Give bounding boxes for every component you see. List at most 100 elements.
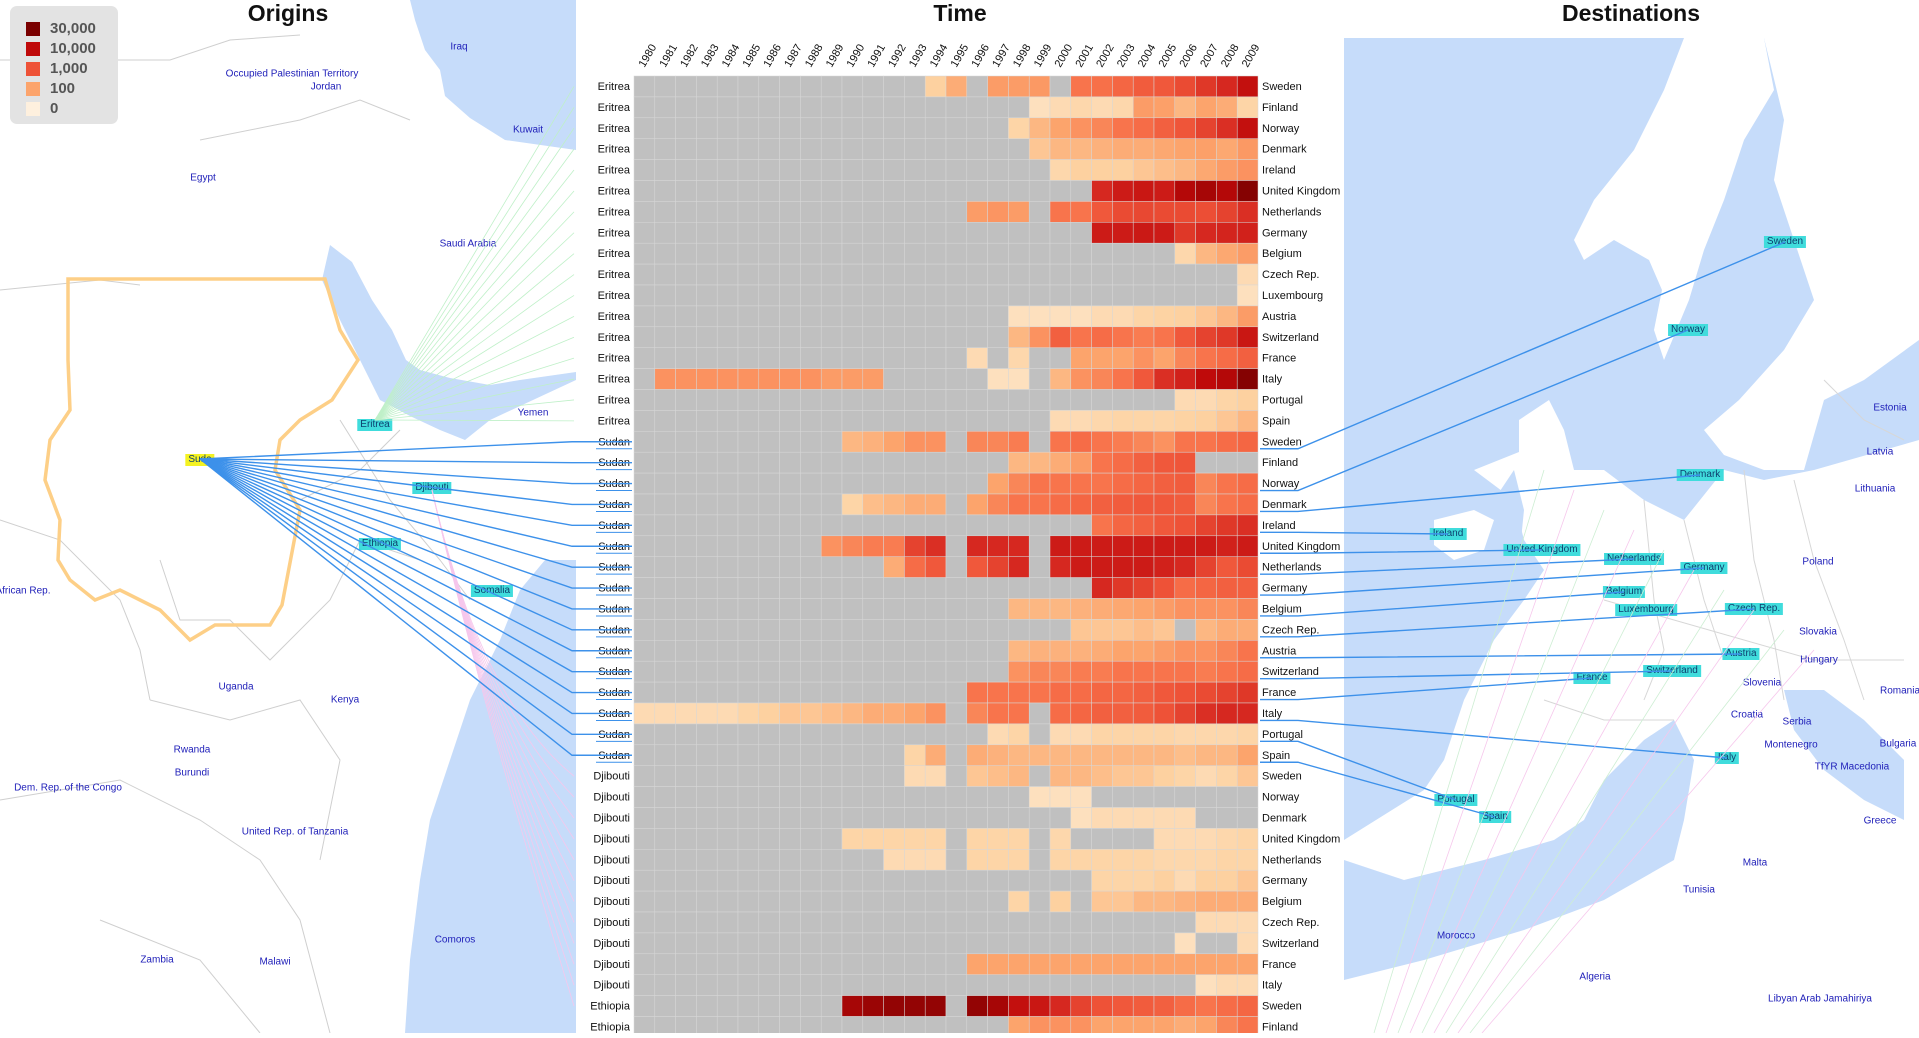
heatmap-cell[interactable] [779,347,801,369]
heatmap-cell[interactable] [966,138,988,160]
heatmap-cell[interactable] [1112,347,1134,369]
heatmap-cell[interactable] [696,765,718,787]
heatmap-cell[interactable] [1008,159,1030,181]
heatmap-cell[interactable] [966,514,988,537]
heatmap-cell[interactable] [716,242,739,265]
heatmap-cell[interactable] [1070,263,1092,286]
heatmap-cell[interactable] [696,953,718,975]
heatmap-cell[interactable] [1216,368,1238,390]
heatmap-cell[interactable] [1112,828,1134,850]
heatmap-cell[interactable] [841,410,864,432]
heatmap-cell[interactable] [1216,305,1238,328]
heatmap-cell[interactable] [633,786,656,808]
heatmap-cell[interactable] [1091,660,1113,683]
heatmap-cell[interactable] [841,138,864,160]
heatmap-cell[interactable] [633,75,656,98]
heatmap-cell[interactable] [966,723,988,746]
heatmap-cell[interactable] [1070,723,1092,746]
heatmap-cell[interactable] [945,431,968,453]
heatmap-cell[interactable] [987,117,1009,139]
heatmap-cell[interactable] [1236,598,1259,620]
heatmap-cell[interactable] [633,180,656,202]
heatmap-cell[interactable] [966,702,988,725]
heatmap-cell[interactable] [696,368,718,390]
heatmap-cell[interactable] [1112,242,1134,265]
heatmap-cell[interactable] [1008,660,1030,683]
heatmap-cell[interactable] [696,514,718,537]
heatmap-row[interactable]: Djibouti Germany [593,869,1308,892]
heatmap-cell[interactable] [1049,828,1072,850]
heatmap-cell[interactable] [945,911,968,934]
heatmap-cell[interactable] [987,535,1009,557]
heatmap-cell[interactable] [1132,723,1155,746]
destination-node[interactable]: Denmark [1676,469,1724,481]
destination-node[interactable]: France [1573,672,1611,684]
heatmap-cell[interactable] [1174,890,1196,913]
heatmap-cell[interactable] [737,744,760,766]
heatmap-cell[interactable] [904,1016,926,1038]
heatmap-cell[interactable] [696,786,718,808]
heatmap-cell[interactable] [758,1016,780,1038]
heatmap-cell[interactable] [883,242,905,265]
heatmap-row[interactable]: Djibouti Norway [593,786,1300,808]
heatmap-cell[interactable] [1153,849,1176,871]
heatmap-cell[interactable] [820,117,843,139]
heatmap-cell[interactable] [841,180,864,202]
heatmap-cell[interactable] [1153,368,1176,390]
heatmap-cell[interactable] [862,953,884,975]
heatmap-cell[interactable] [716,660,739,683]
heatmap-row[interactable]: Sudan Portugal [598,723,1303,746]
heatmap-cell[interactable] [779,911,801,934]
heatmap-cell[interactable] [945,890,968,913]
heatmap-cell[interactable] [883,556,905,578]
heatmap-cell[interactable] [1028,138,1051,160]
heatmap-cell[interactable] [945,953,968,975]
heatmap-cell[interactable] [1070,807,1092,829]
heatmap-cell[interactable] [1216,577,1238,599]
heatmap-cell[interactable] [1112,1016,1134,1038]
heatmap-cell[interactable] [737,869,760,892]
heatmap-cell[interactable] [1195,305,1217,328]
heatmap-cell[interactable] [1132,96,1155,119]
heatmap-cell[interactable] [779,138,801,160]
heatmap-cell[interactable] [904,911,926,934]
heatmap-cell[interactable] [924,75,947,98]
heatmap-cell[interactable] [779,75,801,98]
heatmap-cell[interactable] [1153,974,1176,996]
heatmap-cell[interactable] [1236,786,1259,808]
heatmap-cell[interactable] [1091,201,1113,223]
heatmap-cell[interactable] [1236,681,1259,704]
heatmap-cell[interactable] [1049,493,1072,516]
heatmap-cell[interactable] [1216,869,1238,892]
heatmap-cell[interactable] [716,305,739,328]
heatmap-cell[interactable] [883,263,905,286]
heatmap-cell[interactable] [696,598,718,620]
heatmap-cell[interactable] [800,389,822,411]
heatmap-cell[interactable] [1028,159,1051,181]
heatmap-cell[interactable] [1153,660,1176,683]
heatmap-cell[interactable] [820,263,843,286]
heatmap-cell[interactable] [1091,598,1113,620]
heatmap-cell[interactable] [883,201,905,223]
heatmap-cell[interactable] [883,681,905,704]
heatmap-cell[interactable] [820,451,843,474]
heatmap-cell[interactable] [696,180,718,202]
heatmap-cell[interactable] [1153,828,1176,850]
heatmap-cell[interactable] [987,410,1009,432]
heatmap-cell[interactable] [1153,723,1176,746]
heatmap-cell[interactable] [987,326,1009,348]
heatmap-cell[interactable] [904,96,926,119]
heatmap-cell[interactable] [1195,702,1217,725]
heatmap-cell[interactable] [945,577,968,599]
heatmap-cell[interactable] [1195,911,1217,934]
heatmap-cell[interactable] [800,974,822,996]
heatmap-cell[interactable] [883,117,905,139]
heatmap-cell[interactable] [1049,974,1072,996]
heatmap-cell[interactable] [945,347,968,369]
heatmap-cell[interactable] [800,890,822,913]
heatmap-cell[interactable] [696,890,718,913]
heatmap-cell[interactable] [1070,953,1092,975]
heatmap-cell[interactable] [1174,953,1196,975]
heatmap-row[interactable]: Sudan Spain [598,744,1290,766]
heatmap-row[interactable]: Sudan Finland [598,451,1298,474]
